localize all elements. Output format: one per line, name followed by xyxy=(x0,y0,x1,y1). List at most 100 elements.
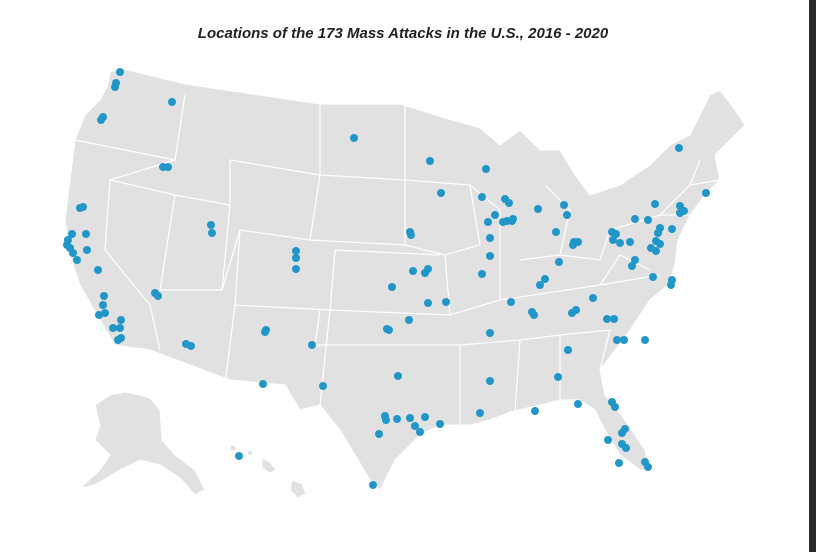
attack-dot xyxy=(409,267,417,275)
attack-dot xyxy=(97,116,105,124)
attack-dot xyxy=(424,265,432,273)
attack-dot xyxy=(656,224,664,232)
attack-dot xyxy=(649,273,657,281)
attack-dot xyxy=(117,316,125,324)
attack-dot xyxy=(644,463,652,471)
attack-dot xyxy=(626,238,634,246)
attack-dot xyxy=(478,193,486,201)
attack-dot xyxy=(94,266,102,274)
attack-dot xyxy=(652,247,660,255)
attack-dot xyxy=(73,256,81,264)
attack-dot xyxy=(604,436,612,444)
attack-dot xyxy=(676,209,684,217)
attack-dot xyxy=(564,346,572,354)
attack-dot xyxy=(554,373,562,381)
attack-dot xyxy=(109,324,117,332)
alaska xyxy=(78,391,206,496)
attack-dot xyxy=(407,231,415,239)
attack-dot xyxy=(536,281,544,289)
attack-dot xyxy=(292,265,300,273)
attack-dot xyxy=(611,403,619,411)
attack-dot xyxy=(569,241,577,249)
attack-dot xyxy=(651,200,659,208)
attack-dot xyxy=(505,199,513,207)
attack-dot xyxy=(541,275,549,283)
attack-dot xyxy=(207,221,215,229)
window-edge xyxy=(809,0,816,552)
attack-dot xyxy=(261,328,269,336)
attack-dot xyxy=(560,201,568,209)
attack-dot xyxy=(486,252,494,260)
attack-dot xyxy=(394,372,402,380)
attack-dot xyxy=(154,292,162,300)
attack-dot xyxy=(616,239,624,247)
attack-dot xyxy=(100,292,108,300)
attack-dot xyxy=(563,211,571,219)
attack-dot xyxy=(235,452,243,460)
attack-dot xyxy=(350,134,358,142)
attack-dot xyxy=(442,298,450,306)
attack-dot xyxy=(478,270,486,278)
attack-dot xyxy=(421,413,429,421)
attack-dot xyxy=(667,281,675,289)
attack-dot xyxy=(486,377,494,385)
attack-dot xyxy=(63,241,71,249)
attack-dot xyxy=(116,68,124,76)
hawaii xyxy=(261,457,277,474)
attack-dot xyxy=(117,334,125,342)
attack-dot xyxy=(631,256,639,264)
attack-dot xyxy=(369,481,377,489)
attack-dot xyxy=(259,380,267,388)
attack-dot xyxy=(615,459,623,467)
attack-dot xyxy=(656,240,664,248)
attack-dot xyxy=(644,216,652,224)
attack-dot xyxy=(116,324,124,332)
attack-dot xyxy=(622,444,630,452)
attack-dot xyxy=(675,144,683,152)
attack-dot xyxy=(568,309,576,317)
attack-dot xyxy=(308,341,316,349)
attack-dot xyxy=(574,400,582,408)
attack-dot xyxy=(319,382,327,390)
attack-dot xyxy=(668,225,676,233)
attack-dot xyxy=(555,258,563,266)
attack-dot xyxy=(69,249,77,257)
attack-dot xyxy=(436,420,444,428)
attack-dot xyxy=(534,205,542,213)
attack-dot xyxy=(484,218,492,226)
attack-dot xyxy=(482,165,490,173)
us-map xyxy=(64,67,746,499)
attack-dot xyxy=(95,311,103,319)
attack-dot xyxy=(531,407,539,415)
attack-dot xyxy=(168,98,176,106)
attack-dot xyxy=(612,230,620,238)
attack-dot xyxy=(187,342,195,350)
attack-dot xyxy=(411,422,419,430)
attack-dot xyxy=(164,163,172,171)
attack-dot xyxy=(486,329,494,337)
contiguous-us xyxy=(64,67,746,491)
attack-dot xyxy=(702,189,710,197)
attack-dot xyxy=(208,229,216,237)
hawaii-island xyxy=(247,450,253,456)
attack-dot xyxy=(610,315,618,323)
attack-dot xyxy=(111,83,119,91)
attack-dot xyxy=(508,217,516,225)
attack-dot xyxy=(618,429,626,437)
attack-dot xyxy=(589,294,597,302)
map-title: Locations of the 173 Mass Attacks in the… xyxy=(198,25,609,42)
attack-dot xyxy=(491,211,499,219)
attack-dot xyxy=(552,228,560,236)
attack-dot xyxy=(641,336,649,344)
attack-dot xyxy=(530,311,538,319)
attack-dot xyxy=(292,247,300,255)
attack-dot xyxy=(292,254,300,262)
attack-dot xyxy=(393,415,401,423)
attack-dot xyxy=(388,283,396,291)
attack-dot xyxy=(613,336,621,344)
attack-dot xyxy=(79,203,87,211)
attack-dot xyxy=(437,189,445,197)
attack-dot xyxy=(68,230,76,238)
attack-locations xyxy=(63,68,710,489)
